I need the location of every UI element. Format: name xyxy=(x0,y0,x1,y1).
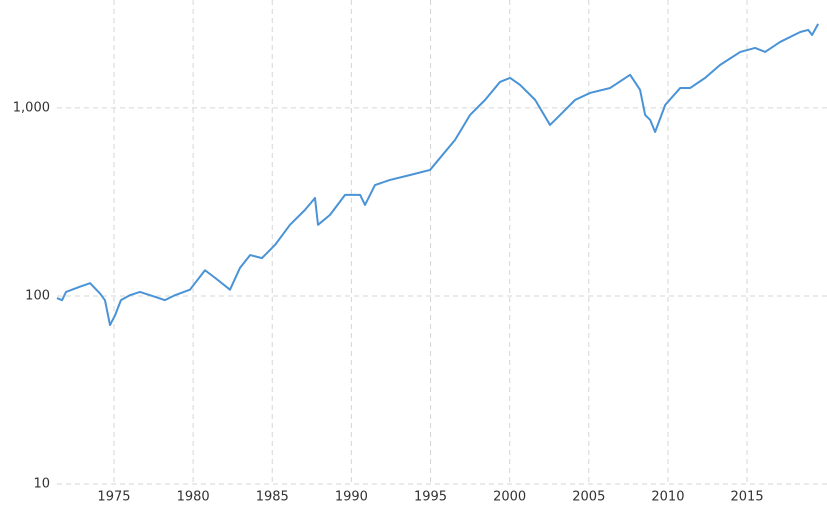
x-tick-label: 1995 xyxy=(414,490,447,505)
x-tick-label: 1975 xyxy=(97,490,130,505)
x-tick-label: 2010 xyxy=(651,490,684,505)
x-tick-label: 1990 xyxy=(335,490,368,505)
x-tick-label: 2000 xyxy=(493,490,526,505)
x-tick-label: 2015 xyxy=(731,490,764,505)
y-tick-label: 1,000 xyxy=(13,100,50,115)
x-tick-label: 2005 xyxy=(572,490,605,505)
x-tick-label: 1985 xyxy=(256,490,289,505)
y-tick-label: 10 xyxy=(33,477,50,492)
line xyxy=(56,23,820,327)
x-tick-label: 1980 xyxy=(177,490,210,505)
y-tick-label: 100 xyxy=(25,288,50,303)
